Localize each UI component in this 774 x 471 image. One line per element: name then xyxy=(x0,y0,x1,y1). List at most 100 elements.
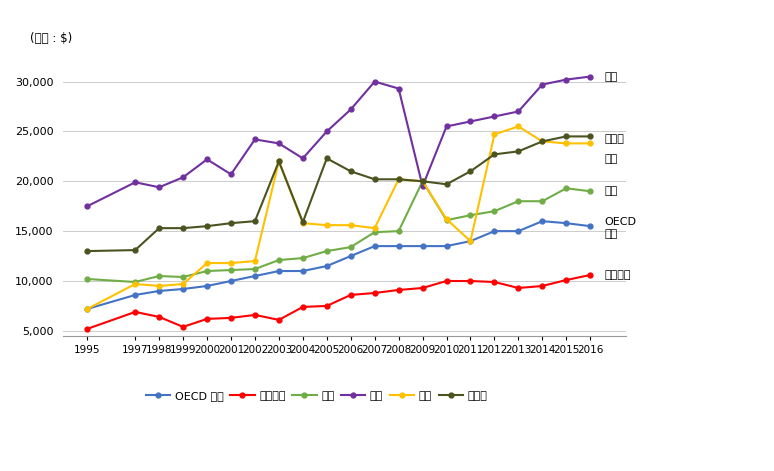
스웨덴 xyxy=(322,155,331,161)
일본 xyxy=(466,212,475,218)
스웨덴 xyxy=(202,223,211,229)
일본 xyxy=(322,248,331,254)
OECD 평균 xyxy=(226,278,235,284)
스웨덴 xyxy=(418,179,427,184)
영국 xyxy=(514,123,523,129)
미국 xyxy=(274,140,283,146)
미국 xyxy=(586,74,595,80)
OECD 평균 xyxy=(274,268,283,274)
스웨덴 xyxy=(274,159,283,164)
우리나라 xyxy=(131,309,140,315)
OECD 평균 xyxy=(466,238,475,244)
영국 xyxy=(370,225,379,231)
우리나라 xyxy=(346,292,355,298)
OECD 평균 xyxy=(418,244,427,249)
Text: (단위 : $): (단위 : $) xyxy=(29,32,72,46)
미국 xyxy=(370,79,379,84)
일본 xyxy=(514,198,523,204)
영국 xyxy=(466,238,475,244)
일본 xyxy=(179,274,188,280)
스웨덴 xyxy=(83,248,92,254)
일본 xyxy=(442,217,451,223)
영국 xyxy=(346,222,355,228)
스웨덴 xyxy=(442,181,451,187)
스웨덴 xyxy=(155,225,164,231)
일본 xyxy=(83,276,92,282)
일본 xyxy=(298,255,307,261)
스웨덴 xyxy=(586,134,595,139)
스웨덴 xyxy=(394,177,403,182)
Line: OECD 평균: OECD 평균 xyxy=(85,219,593,311)
OECD 평균 xyxy=(202,283,211,289)
OECD 평균 xyxy=(179,286,188,292)
영국 xyxy=(155,283,164,289)
스웨덴 xyxy=(490,152,499,157)
미국 xyxy=(298,155,307,161)
미국 xyxy=(346,106,355,112)
영국 xyxy=(394,177,403,182)
일본 xyxy=(155,273,164,279)
일본 xyxy=(131,279,140,285)
OECD 평균 xyxy=(346,253,355,259)
스웨덴 xyxy=(298,219,307,225)
영국 xyxy=(538,138,547,144)
우리나라 xyxy=(322,303,331,309)
영국 xyxy=(322,222,331,228)
우리나라 xyxy=(202,316,211,322)
Line: 영국: 영국 xyxy=(85,124,593,311)
미국 xyxy=(514,109,523,114)
OECD 평균 xyxy=(514,228,523,234)
미국 xyxy=(83,203,92,209)
영국 xyxy=(250,258,259,264)
영국 xyxy=(83,306,92,312)
일본 xyxy=(202,268,211,274)
OECD 평균 xyxy=(562,220,571,226)
영국 xyxy=(226,260,235,266)
OECD 평균 xyxy=(83,306,92,312)
Line: 일본: 일본 xyxy=(85,179,593,284)
우리나라 xyxy=(394,287,403,293)
우리나라 xyxy=(466,278,475,284)
영국 xyxy=(490,131,499,137)
OECD 평균 xyxy=(131,292,140,298)
일본 xyxy=(226,267,235,273)
미국 xyxy=(466,119,475,124)
Legend: OECD 평균, 우리나라, 일본, 미국, 영국, 스웨덴: OECD 평균, 우리나라, 일본, 미국, 영국, 스웨덴 xyxy=(142,386,491,405)
일본 xyxy=(490,208,499,214)
일본 xyxy=(394,228,403,234)
스웨덴 xyxy=(179,225,188,231)
일본 xyxy=(562,186,571,191)
영국 xyxy=(274,159,283,164)
스웨덴 xyxy=(346,169,355,174)
OECD 평균 xyxy=(155,288,164,294)
미국 xyxy=(202,156,211,162)
우리나라 xyxy=(83,326,92,332)
OECD 평균 xyxy=(250,273,259,279)
미국 xyxy=(562,77,571,82)
OECD 평균 xyxy=(538,219,547,224)
일본 xyxy=(538,198,547,204)
스웨덴 xyxy=(226,220,235,226)
OECD 평균 xyxy=(298,268,307,274)
Text: 영국: 영국 xyxy=(604,154,618,164)
미국 xyxy=(226,171,235,177)
스웨덴 xyxy=(562,134,571,139)
스웨덴 xyxy=(514,148,523,154)
우리나라 xyxy=(418,285,427,291)
일본 xyxy=(250,266,259,272)
우리나라 xyxy=(562,277,571,283)
OECD 평균 xyxy=(490,228,499,234)
미국 xyxy=(179,174,188,180)
영국 xyxy=(179,281,188,287)
영국 xyxy=(586,140,595,146)
OECD 평균 xyxy=(394,244,403,249)
OECD 평균 xyxy=(442,244,451,249)
영국 xyxy=(202,260,211,266)
Text: 스웨덴: 스웨덴 xyxy=(604,134,625,145)
우리나라 xyxy=(370,290,379,296)
일본 xyxy=(274,257,283,263)
일본 xyxy=(586,188,595,194)
OECD 평균 xyxy=(322,263,331,269)
영국 xyxy=(418,179,427,184)
미국 xyxy=(131,179,140,185)
